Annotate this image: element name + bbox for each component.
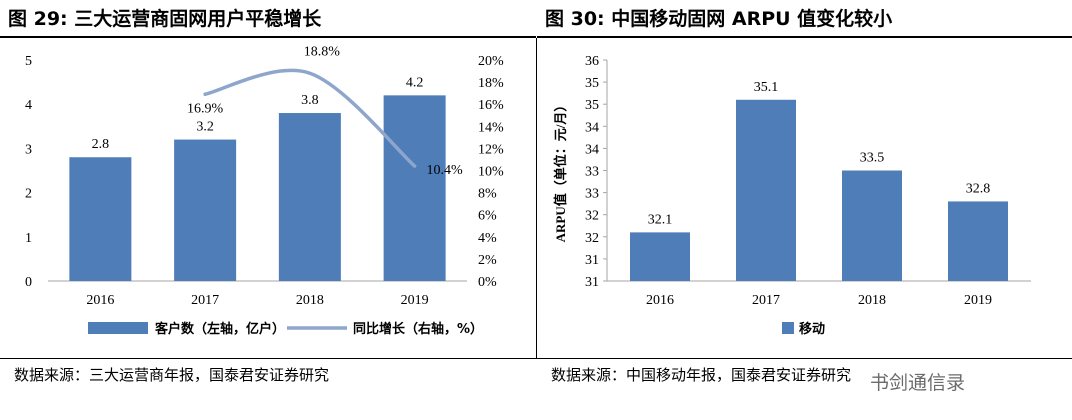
bar — [842, 170, 902, 281]
y-tick-label: 34 — [585, 120, 599, 135]
y-right-tick-label: 14% — [478, 120, 504, 135]
bar-value-label: 2.8 — [92, 137, 110, 152]
y-right-tick-label: 8% — [478, 187, 497, 202]
x-tick-label: 2018 — [296, 293, 324, 308]
x-tick-label: 2019 — [964, 293, 992, 308]
bar-value-label: 4.2 — [406, 75, 424, 90]
bar — [383, 95, 446, 281]
y-tick-label: 31 — [585, 275, 599, 290]
y-right-tick-label: 20% — [478, 54, 504, 69]
y-tick-label: 33 — [585, 165, 599, 180]
y-tick-label: 35 — [585, 98, 599, 113]
bar-value-label: 33.5 — [860, 151, 885, 166]
legend-line-label: 同比增长（右轴，%） — [353, 321, 483, 337]
y-right-tick-label: 6% — [478, 209, 497, 224]
bar — [69, 157, 132, 281]
y-axis-title: ARPU值（单位：元/月） — [553, 99, 568, 243]
y-tick-label: 31 — [585, 253, 599, 268]
figure-30-title: 图 30: 中国移动固网 ARPU 值变化较小 — [545, 8, 893, 30]
bottom-rule — [0, 358, 536, 359]
y-right-tick-label: 12% — [478, 142, 504, 157]
figure-29-panel: 图 29: 三大运营商固网用户平稳增长 0 1 2 3 4 5 0% 2% 4% 6% 8% 10% 1… — [0, 8, 536, 384]
bar — [948, 201, 1008, 281]
y-right-tick-label: 0% — [478, 275, 497, 290]
y-left-tick-label: 0 — [25, 275, 32, 290]
y-right-tick-label: 4% — [478, 231, 497, 246]
legend-bar-label: 客户数（左轴，亿户） — [155, 321, 285, 337]
bar-value-label: 3.8 — [301, 93, 319, 108]
y-right-tick-label: 18% — [478, 76, 504, 91]
bar-value-label: 32.8 — [966, 181, 991, 196]
x-tick-label: 2016 — [646, 293, 674, 308]
y-right-tick-label: 10% — [478, 165, 504, 180]
bottom-rule — [537, 358, 1072, 359]
line-value-label: 16.9% — [187, 101, 224, 116]
line-value-label: 10.4% — [427, 163, 464, 178]
x-tick-label: 2016 — [86, 293, 114, 308]
figure-29-title: 图 29: 三大运营商固网用户平稳增长 — [8, 8, 322, 30]
figure-30-panel: 图 30: 中国移动固网 ARPU 值变化较小 31 31 32 32 33 33 34 34… — [537, 0, 1072, 420]
y-left-tick-label: 2 — [25, 187, 32, 202]
y-right-tick-label: 2% — [478, 253, 497, 268]
y-right-tick-label: 16% — [478, 98, 504, 113]
legend-label: 移动 — [799, 321, 825, 337]
line-value-label: 18.8% — [304, 44, 341, 59]
y-tick-label: 33 — [585, 187, 599, 202]
figure-30-source: 数据来源：中国移动年报，国泰君安证券研究 — [551, 366, 852, 384]
legend-bar-swatch — [88, 322, 148, 334]
bar-value-label: 3.2 — [196, 120, 214, 135]
bar — [174, 139, 237, 281]
y-tick-label: 35 — [585, 76, 599, 91]
bar — [278, 113, 341, 281]
x-tick-label: 2018 — [858, 293, 886, 308]
x-tick-label: 2019 — [401, 293, 429, 308]
y-tick-label: 32 — [585, 231, 599, 246]
panel-divider — [536, 38, 537, 359]
y-left-tick-label: 1 — [25, 231, 32, 246]
y-tick-label: 34 — [585, 142, 599, 157]
bar — [630, 232, 690, 281]
x-tick-label: 2017 — [752, 293, 780, 308]
bar-value-label: 32.1 — [648, 212, 673, 227]
x-tick-label: 2017 — [191, 293, 219, 308]
arpu-chart: 31 31 32 32 33 33 34 34 35 35 36 2016 2017 2018 2019 32… — [553, 54, 1031, 337]
y-tick-label: 32 — [585, 209, 599, 224]
figure-29-source: 数据来源：三大运营商年报，国泰君安证券研究 — [14, 366, 330, 384]
y-left-tick-label: 5 — [25, 54, 32, 69]
legend-swatch — [782, 322, 794, 334]
y-left-tick-label: 3 — [25, 142, 32, 157]
title-rule — [0, 36, 536, 38]
watermark: 书剑通信录 — [870, 368, 966, 395]
subscriber-growth-chart: 0 1 2 3 4 5 0% 2% 4% 6% 8% 10% 12% 14% 16% 18% 20% 2016 20… — [25, 44, 504, 337]
growth-line — [203, 68, 417, 168]
title-rule — [537, 36, 1072, 38]
y-tick-label: 36 — [585, 54, 599, 69]
y-left-tick-label: 4 — [25, 98, 32, 113]
bar-value-label: 35.1 — [754, 80, 779, 95]
bar — [736, 99, 796, 281]
